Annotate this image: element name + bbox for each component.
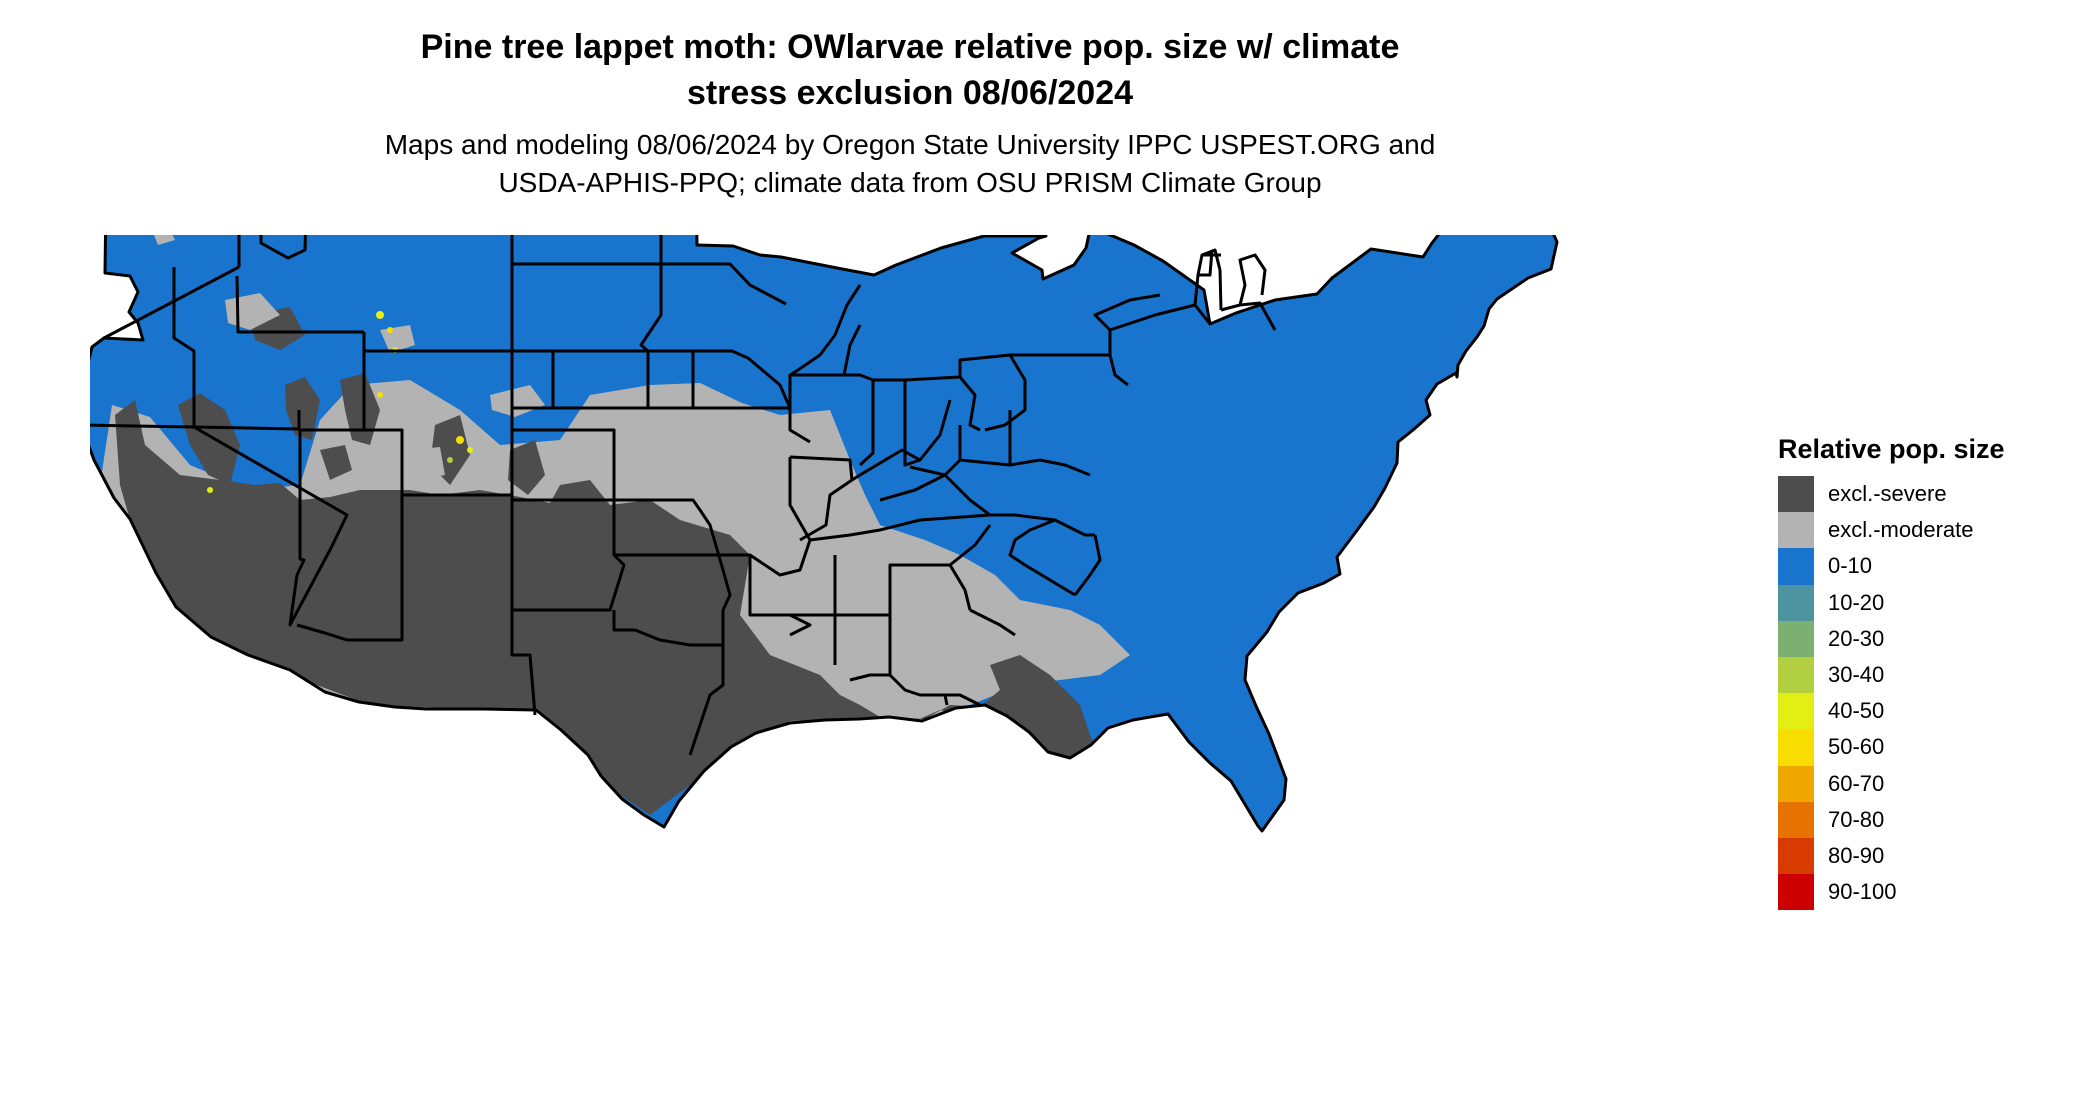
suitability-spots xyxy=(207,311,473,493)
legend-swatch xyxy=(1778,584,1814,621)
legend-item: 40-50 xyxy=(1778,693,2078,730)
legend-items: excl.-severe excl.-moderate 0-10 10-20 20-30… xyxy=(1778,476,2078,911)
legend-swatch xyxy=(1778,512,1814,549)
legend-label: 90-100 xyxy=(1828,879,1897,905)
map-subtitle-line-1: Maps and modeling 08/06/2024 by Oregon S… xyxy=(384,129,1436,160)
legend-label: 30-40 xyxy=(1828,662,1885,688)
excl-severe-region xyxy=(115,400,1100,831)
legend-item: 70-80 xyxy=(1778,801,2078,838)
legend-swatch xyxy=(1778,874,1814,911)
map-title-line-1: Pine tree lappet moth: OWlarvae relative… xyxy=(420,28,1400,66)
map-subtitle-line-2: USDA-APHIS-PPQ; climate data from OSU PR… xyxy=(498,167,1322,198)
legend-label: 60-70 xyxy=(1828,770,1885,796)
legend-label: 80-90 xyxy=(1828,842,1885,868)
legend-label: 0-10 xyxy=(1828,553,1873,579)
legend-item: 80-90 xyxy=(1778,837,2078,875)
legend-swatch xyxy=(1778,548,1814,585)
us-map xyxy=(90,235,1760,1115)
map-subtitle: Maps and modeling 08/06/2024 by Oregon S… xyxy=(260,126,1560,202)
legend-label: excl.-moderate xyxy=(1828,517,1974,543)
legend-label: 50-60 xyxy=(1828,734,1885,760)
legend-item: 50-60 xyxy=(1778,729,2078,766)
legend-item: 60-70 xyxy=(1778,765,2078,802)
legend-swatch xyxy=(1778,837,1814,875)
legend-swatch xyxy=(1778,656,1814,694)
legend-swatch xyxy=(1778,765,1814,802)
legend-label: excl.-severe xyxy=(1828,481,1947,507)
map-title-line-2: stress exclusion 08/06/2024 xyxy=(686,74,1134,112)
legend-item: excl.-moderate xyxy=(1778,512,2078,549)
legend-item: 90-100 xyxy=(1778,874,2078,911)
legend-item: 30-40 xyxy=(1778,656,2078,694)
map-title: Pine tree lappet moth: OWlarvae relative… xyxy=(260,24,1560,116)
legend-label: 10-20 xyxy=(1828,589,1885,615)
legend-swatch xyxy=(1778,476,1814,513)
legend-item: 10-20 xyxy=(1778,584,2078,621)
legend-label: 70-80 xyxy=(1828,806,1885,832)
legend-label: 20-30 xyxy=(1828,625,1885,651)
legend-item: 0-10 xyxy=(1778,548,2078,585)
legend: Relative pop. size excl.-severe excl.-mod… xyxy=(1778,432,2078,911)
legend-label: 40-50 xyxy=(1828,698,1885,724)
legend-swatch xyxy=(1778,620,1814,657)
legend-swatch xyxy=(1778,693,1814,730)
legend-swatch xyxy=(1778,801,1814,838)
legend-item: 20-30 xyxy=(1778,620,2078,657)
state-borders xyxy=(90,235,1277,756)
legend-swatch xyxy=(1778,729,1814,766)
legend-title: Relative pop. size xyxy=(1778,434,2005,464)
legend-item: excl.-severe xyxy=(1778,476,2078,513)
